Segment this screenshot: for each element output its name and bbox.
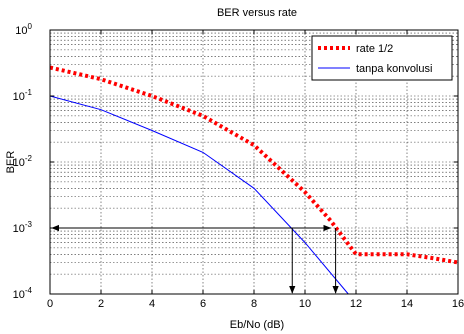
x-tick-label: 10	[299, 298, 311, 310]
x-axis-label: Eb/No (dB)	[230, 319, 284, 331]
x-tick-label: 14	[401, 298, 413, 310]
x-tick-label: 16	[452, 298, 464, 310]
legend-label-tanpa-konvolusi: tanpa konvolusi	[356, 63, 432, 75]
x-tick-label: 0	[47, 298, 53, 310]
y-tick-labels: 100 10-1 10-2 10-3 10-4	[13, 22, 458, 301]
y-tick-label: 10-1	[13, 88, 33, 103]
series-line-rate-1-2	[49, 65, 459, 265]
x-tick-label: 8	[251, 298, 257, 310]
x-tick-label: 12	[350, 298, 362, 310]
y-axis-label: BER	[5, 151, 17, 174]
x-tick-labels: 0 2 4 6 8 10 12 14 16	[47, 30, 464, 310]
y-tick-label: 10-3	[13, 220, 33, 235]
series-layer	[49, 65, 459, 295]
x-tick-label: 4	[149, 298, 155, 310]
legend-label-rate-half: rate 1/2	[356, 43, 393, 55]
y-tick-label: 100	[15, 22, 32, 37]
legend-box	[311, 35, 453, 81]
annotation-layer	[51, 224, 339, 294]
chart-title: BER versus rate	[217, 7, 297, 19]
y-tick-label: 10-2	[13, 154, 33, 169]
x-tick-label: 2	[98, 298, 104, 310]
y-tick-label: 10-4	[13, 286, 33, 301]
x-tick-label: 6	[200, 298, 206, 310]
series-line-tanpa-konvolusi	[49, 95, 349, 295]
legend: rate 1/2 tanpa konvolusi	[311, 35, 453, 81]
